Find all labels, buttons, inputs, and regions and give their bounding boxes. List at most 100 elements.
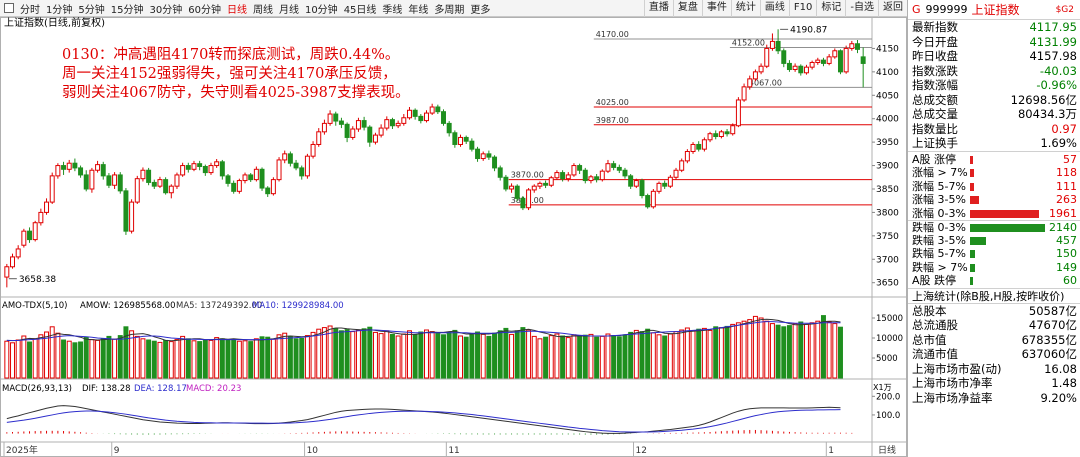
volume-bar <box>100 338 106 379</box>
stat-label: 总股本 <box>912 303 947 318</box>
period-tab[interactable]: 分时 <box>20 4 40 16</box>
period-tab[interactable]: 年线 <box>408 4 429 16</box>
candle-body <box>44 201 50 213</box>
candle-body <box>849 43 855 49</box>
volume-bar <box>49 326 55 379</box>
volume-bar <box>543 336 549 379</box>
candle-body <box>146 169 152 183</box>
volume-bar <box>21 335 27 379</box>
period-tab[interactable]: 多周期 <box>434 4 465 16</box>
volume-bar <box>633 329 639 379</box>
toolbar-button[interactable]: 标记 <box>816 0 845 17</box>
volume-bar <box>293 338 299 379</box>
toolbar-button[interactable]: 统计 <box>730 0 760 17</box>
candle-body <box>611 163 617 168</box>
toolbar-button[interactable]: 返回 <box>878 0 907 17</box>
volume-bar <box>469 334 475 379</box>
candle-body <box>361 120 367 128</box>
volume-bar <box>185 338 191 379</box>
volume-bar <box>27 341 33 379</box>
candle-body <box>106 175 112 186</box>
toolbar-button[interactable]: 画线 <box>759 0 789 17</box>
volume-bar <box>15 339 21 379</box>
candle-body <box>112 174 118 186</box>
volume-bar <box>616 336 622 379</box>
candle-body <box>815 59 821 63</box>
level-label: 3870.00 <box>511 171 544 180</box>
quote-value: 4131.99 <box>1029 34 1077 49</box>
quote-value: -40.03 <box>1039 63 1077 78</box>
toolbar-buttons: 直播 复盘 事件 统计 画线 F10 标记 -自选 返回 <box>643 0 907 17</box>
candle-body <box>424 112 429 122</box>
candle-body <box>628 175 634 187</box>
period-tab[interactable]: 30分钟 <box>149 4 183 16</box>
volume-bar <box>548 335 554 379</box>
volume-bar <box>786 325 792 379</box>
volume-bar <box>304 335 310 379</box>
stat-row: 上海市场市净率 1.48 <box>908 376 1080 391</box>
level-label: 3987.00 <box>596 116 629 125</box>
candle-body <box>560 172 566 180</box>
volume-bar <box>259 336 265 379</box>
volume-bar <box>565 337 571 379</box>
candle-body <box>61 165 67 170</box>
breadth-label: 涨幅 > 7% <box>912 166 968 179</box>
candle-body <box>531 185 537 191</box>
candle-body <box>701 139 707 150</box>
toolbar-button[interactable]: 直播 <box>643 0 673 17</box>
breadth-bar <box>970 250 975 258</box>
breadth-value: 1961 <box>1049 206 1077 220</box>
period-tab[interactable]: 季线 <box>382 4 403 16</box>
period-tab[interactable]: 45日线 <box>343 4 377 16</box>
volume-bar <box>475 331 481 379</box>
volume-bar <box>378 333 384 379</box>
candle-body <box>514 185 520 199</box>
period-tab[interactable]: 月线 <box>278 4 299 16</box>
toolbar-button[interactable]: -自选 <box>845 0 878 17</box>
toolbar-button[interactable]: 事件 <box>701 0 731 17</box>
period-tab[interactable]: 1分钟 <box>46 4 73 16</box>
period-tab[interactable]: 周线 <box>252 4 273 16</box>
candle-body <box>384 119 390 129</box>
checkbox[interactable] <box>4 3 14 13</box>
period-tab[interactable]: 更多 <box>470 4 491 16</box>
macd-dif-line <box>6 405 841 434</box>
volume-bar <box>809 322 815 379</box>
volume-bar <box>611 335 617 379</box>
volume-bar <box>520 327 526 379</box>
volume-bar <box>282 332 288 379</box>
volume-bar <box>424 329 429 379</box>
breadth-label: 跌幅 > 7% <box>912 260 968 274</box>
volume-bar <box>89 339 95 379</box>
chart-area[interactable]: 上证指数(日线,前复权) 4150 4100 4050 4000 3950 3900 3850… <box>0 16 907 457</box>
period-tab[interactable]: 10分钟 <box>304 4 338 16</box>
toolbar-button[interactable]: F10 <box>788 0 816 17</box>
price-tick-label: 4050 <box>876 91 899 101</box>
volume-bar <box>673 331 679 379</box>
price-marker-label: 4190.87 <box>790 25 827 35</box>
candle-body <box>236 180 242 192</box>
volume-bar <box>741 320 747 379</box>
volume-bar <box>730 323 736 379</box>
candle-body <box>327 113 333 124</box>
period-tab[interactable]: 日线 <box>226 4 247 16</box>
candle-body <box>389 119 395 127</box>
period-tab[interactable]: 15分钟 <box>110 4 144 16</box>
toolbar-button[interactable]: 复盘 <box>672 0 702 17</box>
volume-bar <box>344 329 350 379</box>
volume-bar <box>214 337 220 379</box>
volume-bar <box>38 334 44 379</box>
candle-body <box>180 165 186 176</box>
candle-body <box>469 140 475 150</box>
kline-chart[interactable]: 上证指数(日线,前复权) 4150 4100 4050 4000 3950 3900 3850… <box>0 16 907 457</box>
breadth-row: 跌幅 3-5% 457 <box>908 234 1080 248</box>
period-tab[interactable]: 60分钟 <box>188 4 221 16</box>
volume-ma-label: MA5: 137249392.00 <box>176 301 262 311</box>
volume-bar <box>758 317 764 379</box>
candle-body <box>95 164 101 171</box>
volume-bar <box>690 330 696 379</box>
candle-body <box>32 222 38 241</box>
volume-bar <box>157 341 163 379</box>
period-tab[interactable]: 5分钟 <box>78 4 105 16</box>
volume-tick-label: 15000 <box>876 314 903 324</box>
